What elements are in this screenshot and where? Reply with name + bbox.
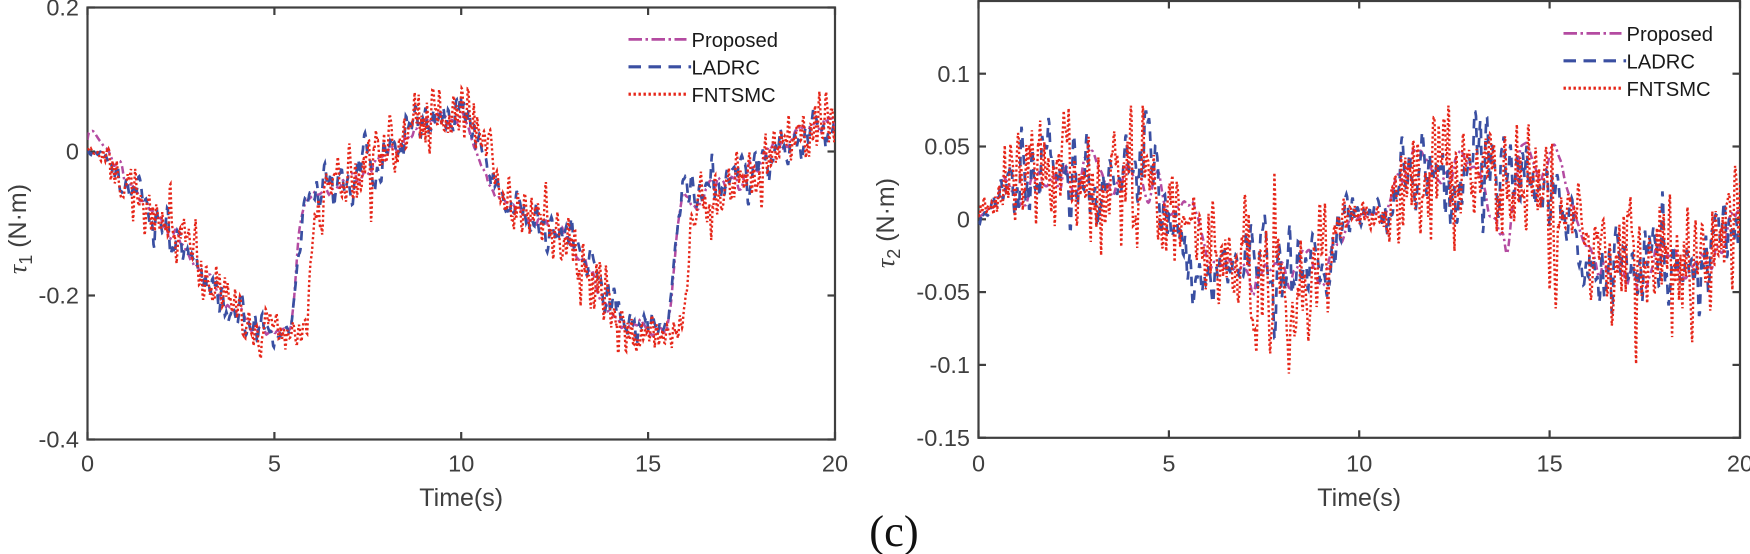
svg-text:-0.2: -0.2 (39, 283, 80, 309)
svg-text:Proposed: Proposed (692, 30, 778, 52)
svg-text:20: 20 (1727, 451, 1750, 477)
svg-text:0: 0 (957, 206, 970, 232)
svg-text:0: 0 (972, 451, 985, 477)
svg-text:τ1 (N·m): τ1 (N·m) (3, 184, 36, 274)
svg-text:0: 0 (81, 451, 94, 477)
svg-text:5: 5 (268, 451, 281, 477)
svg-text:FNTSMC: FNTSMC (1627, 79, 1711, 101)
svg-text:5: 5 (1162, 451, 1175, 477)
svg-text:LADRC: LADRC (1627, 51, 1695, 73)
svg-text:τ2 (N·m): τ2 (N·m) (871, 178, 904, 268)
svg-text:15: 15 (635, 451, 661, 477)
svg-text:Time(s): Time(s) (1317, 484, 1401, 512)
svg-text:-0.4: -0.4 (39, 427, 80, 453)
svg-text:FNTSMC: FNTSMC (692, 85, 776, 107)
svg-text:0.2: 0.2 (46, 0, 79, 21)
svg-text:-0.15: -0.15 (916, 425, 970, 451)
svg-text:Time(s): Time(s) (419, 484, 503, 512)
svg-text:(c): (c) (869, 506, 918, 554)
svg-text:LADRC: LADRC (692, 57, 760, 79)
svg-text:15: 15 (1537, 451, 1563, 477)
svg-text:10: 10 (1346, 451, 1372, 477)
svg-text:0.05: 0.05 (924, 134, 970, 160)
svg-text:-0.05: -0.05 (916, 279, 970, 305)
svg-text:Proposed: Proposed (1627, 24, 1713, 46)
svg-text:0: 0 (66, 139, 79, 165)
svg-text:-0.1: -0.1 (930, 352, 971, 378)
svg-text:20: 20 (822, 451, 848, 477)
svg-text:10: 10 (448, 451, 474, 477)
svg-text:0.1: 0.1 (937, 61, 970, 87)
